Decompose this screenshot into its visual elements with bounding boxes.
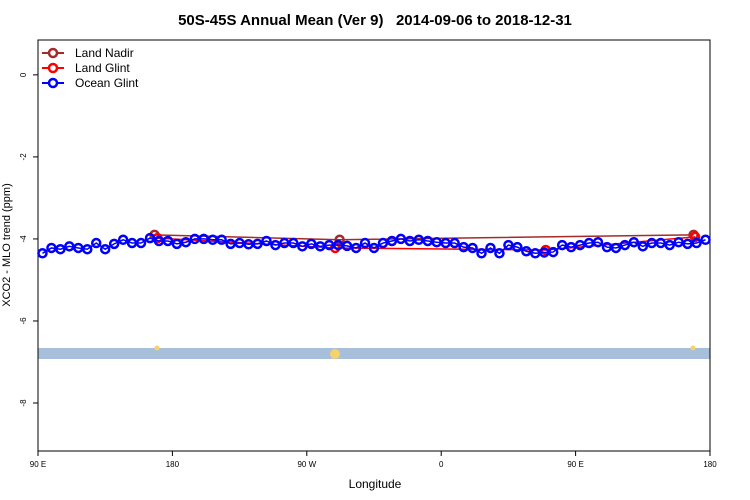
x-tick-label: 90 W (297, 460, 316, 469)
data-point (700, 234, 711, 246)
data-point (494, 248, 505, 259)
data-point (449, 237, 460, 249)
y-axis-label: XCO2 - MLO trend (ppm) (1, 183, 13, 306)
y-tick-label: -6 (19, 317, 28, 325)
data-point (628, 236, 640, 248)
data-point (55, 243, 66, 255)
legend-marker (47, 47, 59, 59)
data-point (117, 234, 129, 246)
data-point (610, 242, 622, 254)
legend-label: Land Nadir (75, 46, 134, 60)
data-point (386, 235, 398, 247)
legend-label: Land Glint (75, 61, 130, 75)
data-point (270, 239, 281, 251)
data-point (288, 237, 299, 249)
x-tick-label: 90 E (567, 460, 583, 469)
surface-band (38, 348, 710, 359)
x-axis-label: Longitude (349, 477, 402, 491)
y-tick-label: 0 (19, 72, 28, 77)
data-point (619, 239, 631, 251)
x-tick-label: 180 (703, 460, 717, 469)
data-point (503, 239, 514, 251)
legend-marker (47, 77, 59, 89)
data-point (547, 246, 559, 258)
x-tick-label: 90 E (30, 460, 46, 469)
data-point (144, 232, 156, 244)
data-point (135, 237, 147, 249)
chart-title: 50S-45S Annual Mean (Ver 9) 2014-09-06 t… (178, 12, 572, 29)
data-point (565, 241, 577, 253)
data-point (689, 231, 701, 243)
land-marker (154, 345, 160, 351)
y-tick-label: -2 (19, 153, 28, 161)
data-point (261, 235, 272, 247)
data-point (368, 242, 380, 254)
data-point (395, 233, 407, 245)
land-marker (330, 349, 340, 359)
data-point (691, 237, 702, 249)
data-point (306, 238, 317, 250)
data-point (350, 242, 362, 254)
data-point (574, 239, 586, 251)
data-point (162, 235, 174, 247)
y-tick-label: -8 (19, 399, 28, 407)
data-point (476, 248, 487, 259)
data-point (664, 239, 675, 251)
data-point (521, 245, 532, 257)
x-tick-label: 0 (439, 460, 444, 469)
legend-label: Ocean Glint (75, 76, 139, 90)
data-point (82, 243, 93, 255)
data-point (252, 238, 263, 250)
y-tick-label: -4 (19, 235, 28, 243)
data-point (108, 238, 120, 250)
land-marker (690, 345, 696, 351)
plot-frame (37, 39, 711, 452)
data-point (37, 248, 48, 259)
data-point (637, 241, 649, 252)
data-point (512, 241, 523, 253)
data-point (377, 237, 389, 249)
data-point (592, 236, 604, 248)
data-point (99, 243, 111, 255)
data-point (180, 236, 192, 248)
data-point (297, 241, 308, 252)
data-point (485, 242, 496, 254)
legend-marker (47, 62, 59, 74)
x-tick-label: 180 (166, 460, 180, 469)
data-point (90, 237, 102, 249)
data-point (467, 242, 478, 254)
data-point (556, 239, 568, 251)
data-point (216, 234, 227, 246)
data-point (334, 234, 345, 246)
data-point (359, 237, 371, 249)
data-point (341, 240, 353, 252)
data-point (655, 237, 666, 249)
